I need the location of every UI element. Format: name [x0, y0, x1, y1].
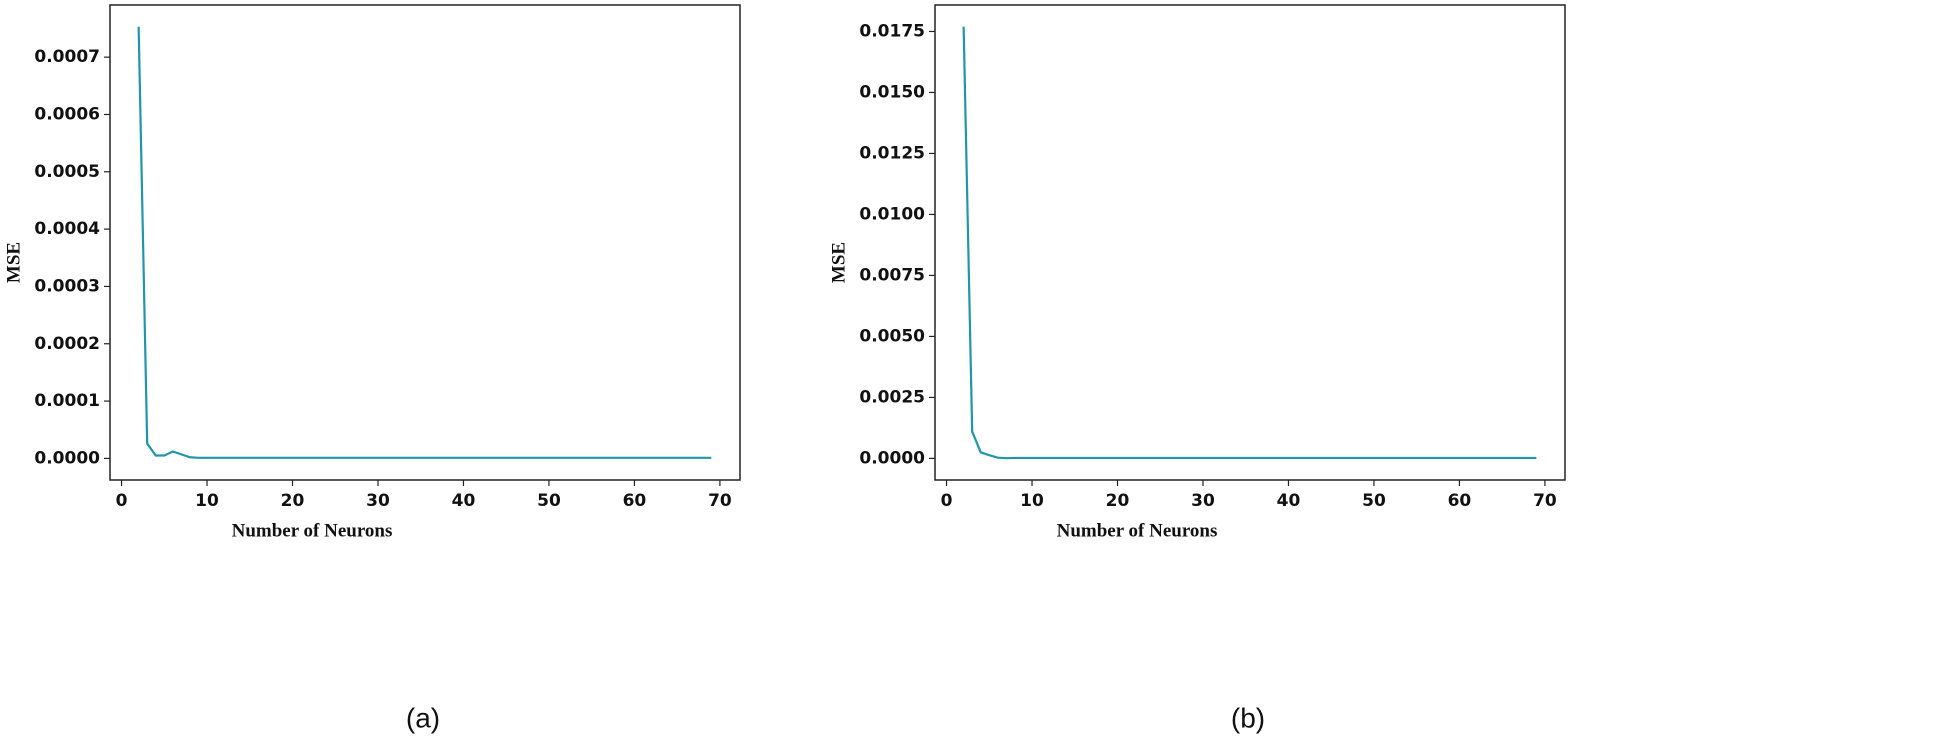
x-tick-label: 30 [366, 491, 390, 511]
panel-caption: (b) [1231, 702, 1265, 733]
y-axis-label: MSE [828, 242, 849, 283]
x-tick-label: 70 [708, 491, 732, 511]
x-tick-label: 20 [281, 491, 305, 511]
y-tick-label: 0.0001 [34, 391, 100, 411]
plot-frame [934, 4, 1566, 481]
plot-frame [109, 4, 741, 481]
x-tick-label: 10 [195, 491, 219, 511]
y-tick-label: 0.0000 [859, 448, 925, 468]
y-tick-label: 0.0050 [859, 326, 925, 346]
x-tick-label: 0 [116, 491, 128, 511]
panel-caption: (a) [406, 702, 440, 733]
y-tick-label: 0.0125 [859, 143, 925, 163]
y-tick-label: 0.0150 [859, 82, 925, 102]
x-tick-label: 70 [1533, 491, 1557, 511]
x-axis-label: Number of Neurons [1057, 520, 1218, 541]
data-line [962, 26, 1537, 460]
x-tick-label: 50 [537, 491, 561, 511]
y-tick-label: 0.0002 [34, 334, 100, 354]
y-tick-label: 0.0005 [34, 162, 100, 182]
x-tick-label: 50 [1362, 491, 1386, 511]
y-tick-label: 0.0025 [859, 387, 925, 407]
y-tick-label: 0.0175 [859, 21, 925, 41]
y-tick-label: 0.0003 [34, 276, 100, 296]
x-tick-label: 30 [1191, 491, 1215, 511]
x-tick-label: 40 [1277, 491, 1301, 511]
y-tick-label: 0.0000 [34, 448, 100, 468]
x-tick-label: 10 [1020, 491, 1044, 511]
y-axis-label: MSE [3, 242, 24, 283]
x-tick-label: 20 [1106, 491, 1130, 511]
y-tick-label: 0.0007 [34, 47, 100, 67]
x-tick-label: 60 [1448, 491, 1472, 511]
y-tick-label: 0.0006 [34, 104, 100, 124]
y-tick-label: 0.0100 [859, 204, 925, 224]
x-axis-label: Number of Neurons [232, 520, 393, 541]
data-line [137, 26, 712, 459]
x-tick-label: 40 [452, 491, 476, 511]
y-tick-label: 0.0075 [859, 265, 925, 285]
x-tick-label: 0 [941, 491, 953, 511]
x-tick-label: 60 [623, 491, 647, 511]
y-tick-label: 0.0004 [34, 219, 100, 239]
